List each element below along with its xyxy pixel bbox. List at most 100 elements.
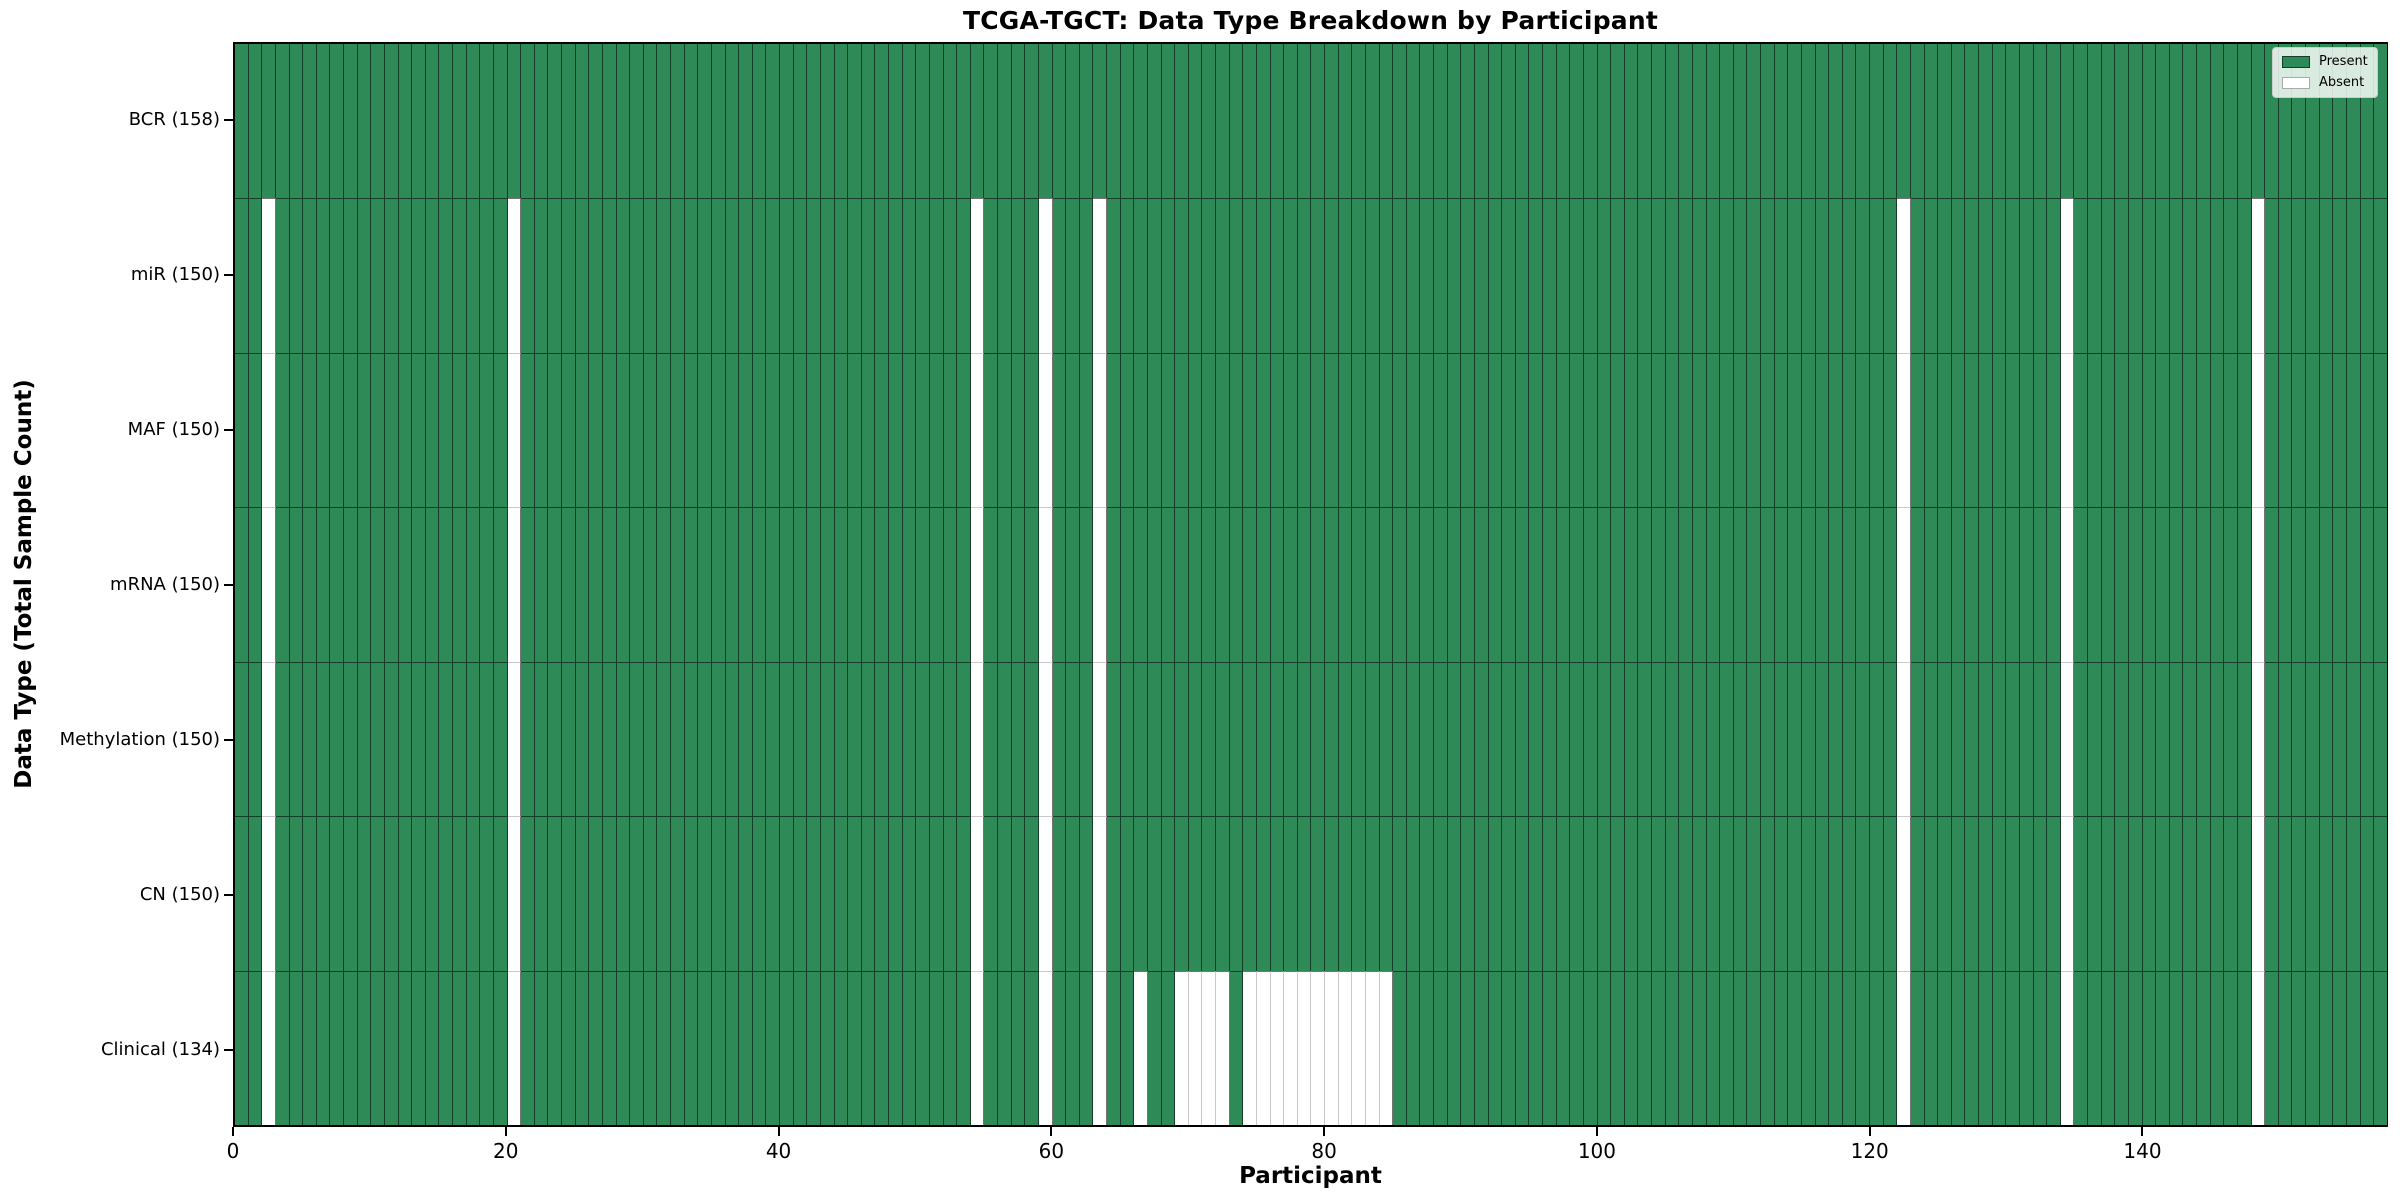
- cell: [1910, 507, 1925, 662]
- cell: [1256, 661, 1271, 817]
- cell: [834, 970, 849, 1125]
- cell: [534, 198, 549, 353]
- cell: [698, 352, 712, 508]
- cell: [1243, 352, 1257, 508]
- cell: [861, 970, 876, 1125]
- cell: [1461, 352, 1475, 508]
- cell: [711, 352, 726, 508]
- cell: [875, 352, 889, 508]
- cell: [262, 507, 276, 662]
- cell: [1079, 198, 1094, 353]
- cell: [1515, 352, 1530, 508]
- cell: [1870, 352, 1884, 508]
- cell: [521, 44, 535, 199]
- cell: [889, 198, 903, 353]
- cell: [2333, 507, 2347, 662]
- cell: [575, 816, 590, 971]
- cell: [2142, 970, 2157, 1125]
- cell: [1229, 198, 1244, 353]
- cell: [902, 198, 917, 353]
- cell: [602, 970, 617, 1125]
- cell: [1856, 352, 1870, 508]
- cell: [2278, 507, 2293, 662]
- cell: [1856, 970, 1870, 1125]
- cell: [2088, 352, 2102, 508]
- cell: [2265, 970, 2279, 1125]
- cell: [1774, 352, 1789, 508]
- cell: [357, 198, 372, 353]
- cell: [235, 661, 249, 817]
- cell: [2374, 970, 2387, 1125]
- cell: [1406, 198, 1421, 353]
- cell: [1938, 507, 1952, 662]
- cell: [1801, 507, 1816, 662]
- cell: [1011, 507, 1026, 662]
- cell: [1502, 44, 1516, 199]
- cell: [425, 44, 440, 199]
- cell: [1720, 816, 1734, 971]
- cell: [466, 816, 481, 971]
- cell: [303, 198, 317, 353]
- cell: [1474, 44, 1489, 199]
- cell: [1870, 970, 1884, 1125]
- cell: [562, 352, 576, 508]
- cell: [1597, 198, 1612, 353]
- cell: [1992, 816, 2007, 971]
- cell: [780, 44, 794, 199]
- cell: [1120, 661, 1135, 817]
- cell: [1161, 816, 1176, 971]
- cell: [425, 507, 440, 662]
- cell: [684, 970, 699, 1125]
- cell: [698, 661, 712, 817]
- cell: [1202, 661, 1216, 817]
- cell: [1570, 816, 1584, 971]
- cell: [2360, 352, 2375, 508]
- cell: [1570, 970, 1584, 1125]
- cell: [1747, 970, 1761, 1125]
- cell: [1025, 661, 1039, 817]
- cell: [1910, 816, 1925, 971]
- cell: [1120, 198, 1135, 353]
- cell: [1665, 352, 1680, 508]
- cell: [1474, 970, 1489, 1125]
- cell: [698, 970, 712, 1125]
- cell: [1720, 198, 1734, 353]
- cell: [2265, 198, 2279, 353]
- cell: [507, 44, 522, 199]
- cell: [875, 198, 889, 353]
- cell: [1447, 661, 1462, 817]
- cell: [1870, 198, 1884, 353]
- cell: [1692, 970, 1707, 1125]
- cell: [1801, 44, 1816, 199]
- cell: [602, 198, 617, 353]
- cell: [2047, 661, 2061, 817]
- chart-title: TCGA-TGCT: Data Type Breakdown by Partic…: [962, 6, 1659, 35]
- cell: [1774, 970, 1789, 1125]
- cell: [1583, 352, 1598, 508]
- cell: [562, 661, 576, 817]
- cell: [1079, 44, 1094, 199]
- cell: [371, 970, 385, 1125]
- cell: [984, 661, 998, 817]
- cell: [1447, 816, 1462, 971]
- cell: [1611, 661, 1625, 817]
- cell: [275, 816, 290, 971]
- cell: [412, 970, 426, 1125]
- cell: [2060, 44, 2075, 199]
- cell: [2088, 816, 2102, 971]
- cell: [1801, 661, 1816, 817]
- cell: [548, 507, 562, 662]
- cell: [2115, 816, 2129, 971]
- y-axis-tick: [224, 893, 233, 896]
- cell: [1175, 661, 1189, 817]
- cell: [684, 198, 699, 353]
- cell: [1434, 661, 1448, 817]
- cell: [1706, 44, 1721, 199]
- cell: [1679, 816, 1693, 971]
- cell: [929, 198, 944, 353]
- cell: [2128, 970, 2143, 1125]
- cell: [1365, 198, 1380, 353]
- cell: [453, 816, 467, 971]
- cell: [2224, 970, 2238, 1125]
- cell: [2169, 198, 2184, 353]
